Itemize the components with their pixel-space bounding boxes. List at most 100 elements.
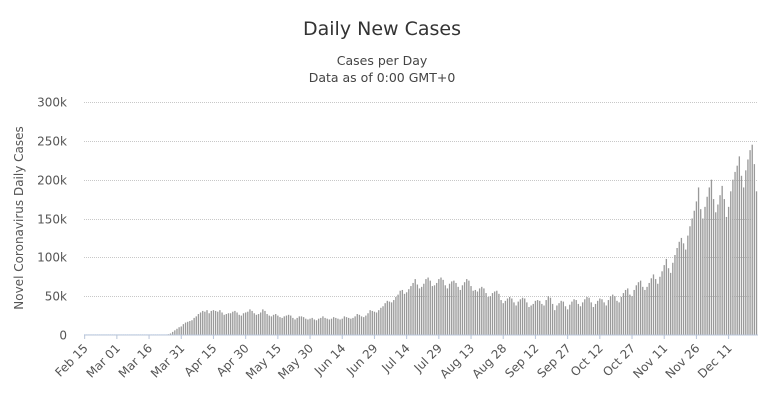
bar xyxy=(597,300,599,335)
bar xyxy=(487,296,489,335)
bar xyxy=(509,296,511,335)
bar xyxy=(176,328,178,335)
bar xyxy=(204,311,206,335)
bar xyxy=(560,300,562,335)
bar xyxy=(416,284,419,335)
bar xyxy=(219,310,221,335)
bar xyxy=(603,302,605,335)
bar xyxy=(609,296,612,335)
bar xyxy=(174,330,176,335)
bar xyxy=(545,300,547,335)
bar xyxy=(481,286,483,335)
bar xyxy=(536,300,539,335)
bar xyxy=(403,293,406,335)
bar xyxy=(268,315,270,335)
bar xyxy=(270,316,273,335)
bar xyxy=(639,280,642,335)
y-tick-label: 200k xyxy=(37,174,67,188)
bar xyxy=(661,271,663,335)
bar xyxy=(674,255,676,335)
bar xyxy=(569,304,571,335)
bar xyxy=(390,302,393,335)
bar xyxy=(693,210,695,335)
bar xyxy=(247,311,249,335)
bar xyxy=(199,312,202,335)
bar xyxy=(530,305,532,335)
bar xyxy=(521,297,524,335)
bar xyxy=(577,303,580,335)
bar xyxy=(755,191,758,335)
bar xyxy=(375,312,378,335)
bar xyxy=(300,316,303,335)
bar xyxy=(285,315,288,335)
chart-subtitle: Cases per Day xyxy=(337,53,428,68)
bar xyxy=(352,317,354,335)
bar xyxy=(633,289,635,335)
bar xyxy=(427,277,429,335)
bar xyxy=(706,196,708,335)
bar xyxy=(242,313,245,335)
x-tick-label: Aug 28 xyxy=(469,341,509,381)
y-axis-label: Novel Coronavirus Daily Cases xyxy=(12,126,26,309)
bar xyxy=(637,282,640,335)
bar xyxy=(513,302,515,335)
bar xyxy=(687,235,689,335)
bar xyxy=(221,312,223,335)
bar xyxy=(397,294,399,335)
bar xyxy=(558,303,560,335)
bar xyxy=(287,314,290,335)
x-tick-label: Dec 11 xyxy=(695,341,735,381)
bar xyxy=(234,310,236,335)
bar xyxy=(562,301,564,335)
bar xyxy=(365,315,367,335)
bar xyxy=(685,249,687,335)
x-tick-label: Feb 15 xyxy=(52,341,90,379)
bar xyxy=(405,292,408,335)
bar xyxy=(421,286,423,335)
bar xyxy=(264,310,266,335)
bar xyxy=(466,279,468,335)
bar xyxy=(393,300,395,335)
bar xyxy=(566,309,569,335)
bar xyxy=(588,297,590,335)
bar xyxy=(581,302,584,335)
bar xyxy=(669,272,672,335)
bar xyxy=(584,299,586,335)
bar xyxy=(695,201,698,335)
bar xyxy=(414,279,416,335)
bar xyxy=(249,309,251,335)
bar xyxy=(554,310,556,335)
bar xyxy=(605,305,607,335)
bar xyxy=(719,195,721,335)
bar xyxy=(238,314,240,335)
bar xyxy=(290,315,292,335)
bar xyxy=(564,306,567,335)
bar xyxy=(573,299,575,335)
bar xyxy=(317,318,320,335)
bar xyxy=(296,317,298,335)
bar xyxy=(556,305,558,335)
bar xyxy=(324,317,326,335)
y-tick-label: 0 xyxy=(59,329,67,343)
bar xyxy=(320,317,322,335)
bar xyxy=(169,333,172,335)
bar xyxy=(515,305,517,335)
bar xyxy=(723,199,725,335)
bar xyxy=(294,319,296,335)
bar xyxy=(214,310,217,335)
bar xyxy=(212,310,215,335)
bar xyxy=(356,314,358,335)
bar xyxy=(721,185,723,335)
bar xyxy=(624,289,627,335)
bar xyxy=(534,300,537,335)
x-tick-label: Mar 16 xyxy=(116,341,155,380)
bar xyxy=(253,313,255,335)
bar xyxy=(470,286,472,335)
bar xyxy=(614,296,616,335)
bar xyxy=(618,302,620,335)
bar xyxy=(388,301,391,335)
bar xyxy=(476,291,479,335)
bar xyxy=(543,305,545,335)
bar xyxy=(730,191,732,335)
bar xyxy=(620,296,622,335)
